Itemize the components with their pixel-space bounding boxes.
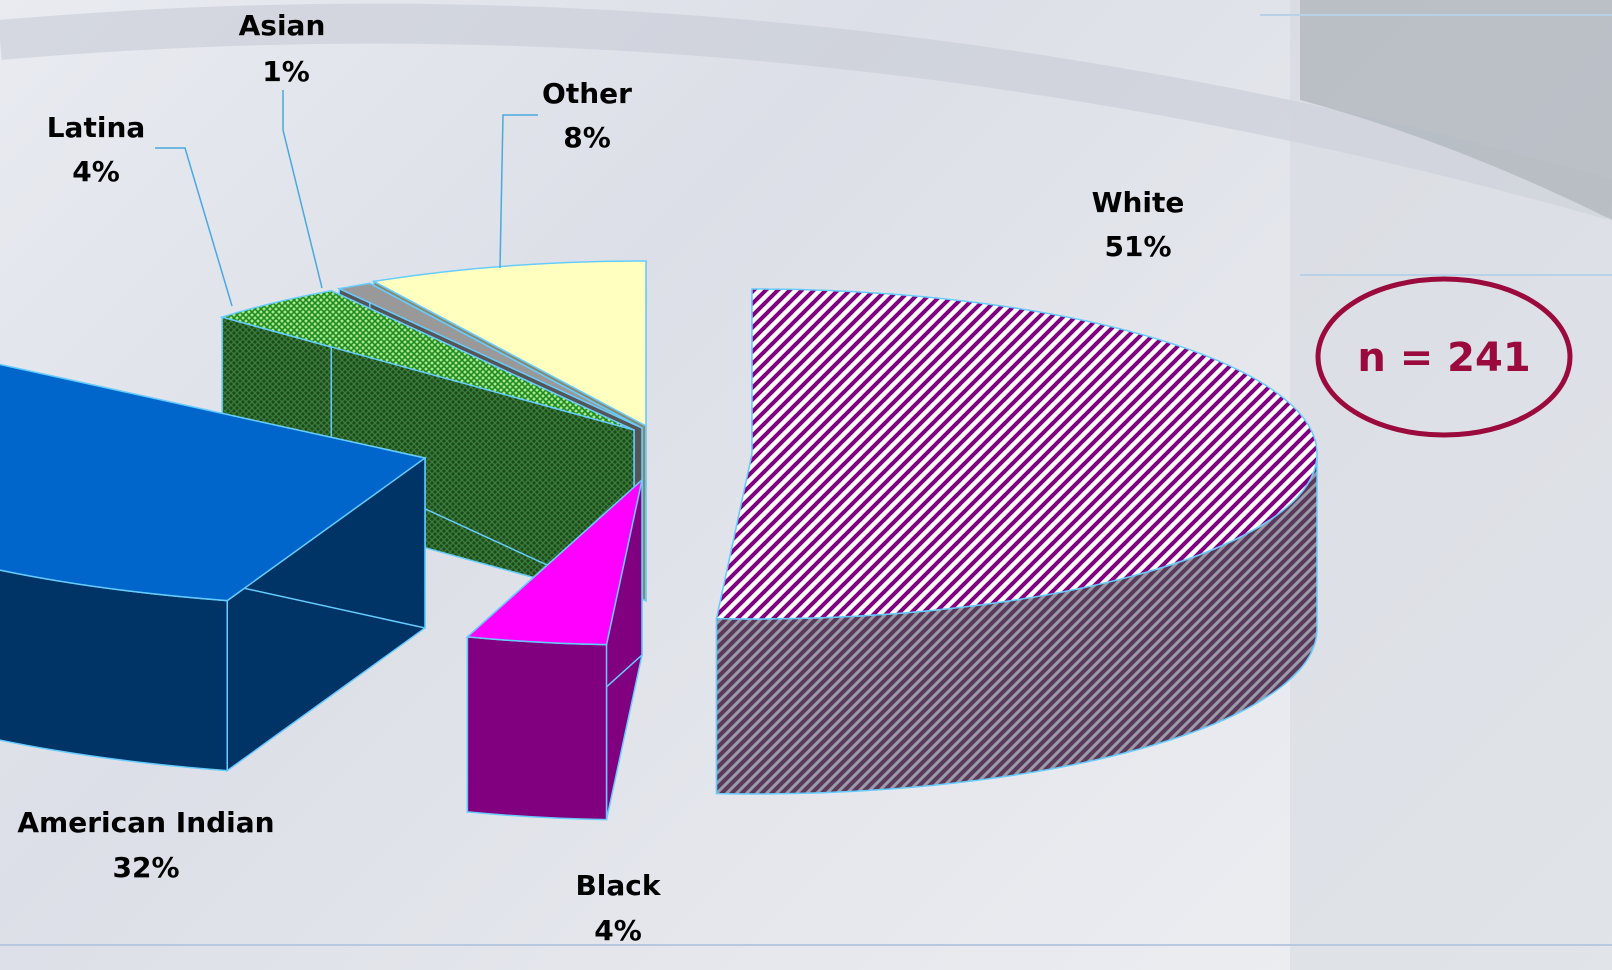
slice-label-black: Black: [575, 869, 661, 902]
leader-line-other: [499, 114, 538, 269]
slice-label-american-indian: American Indian: [17, 806, 274, 839]
pie-slice-black: [465, 477, 644, 821]
slice-value-other: 8%: [563, 121, 611, 154]
annotation-ellipse: [1315, 276, 1573, 438]
leader-line-asian: [282, 90, 323, 289]
slice-label-other: Other: [542, 77, 632, 110]
slice-value-american-indian: 32%: [112, 851, 179, 884]
annotation-text: n = 241: [1357, 335, 1530, 381]
slice-top-american-indian: [0, 363, 427, 602]
pie-slice-latina: [219, 289, 635, 607]
slice-value-latina: 4%: [72, 155, 120, 188]
slice-label-asian: Asian: [239, 9, 326, 42]
slice-top-latina: [219, 289, 635, 431]
slice-top-asian: [336, 282, 643, 429]
sample-size-annotation: n = 241: [1315, 276, 1573, 438]
pie-slice-white: [715, 288, 1318, 795]
slice-top-black: [465, 477, 644, 646]
slice-value-white: 51%: [1104, 230, 1171, 263]
pie-slice-american-indian: [0, 363, 427, 773]
slice-value-asian: 1%: [262, 55, 310, 88]
slice-label-white: White: [1092, 186, 1185, 219]
slice-top-other: [371, 260, 647, 428]
slice-label-latina: Latina: [47, 111, 146, 144]
slice-side-american-indian: [0, 569, 228, 772]
slice-top-white: [715, 288, 1318, 620]
leader-line-latina: [155, 147, 233, 307]
slice-side-black: [466, 636, 608, 821]
slice-value-black: 4%: [594, 914, 642, 947]
